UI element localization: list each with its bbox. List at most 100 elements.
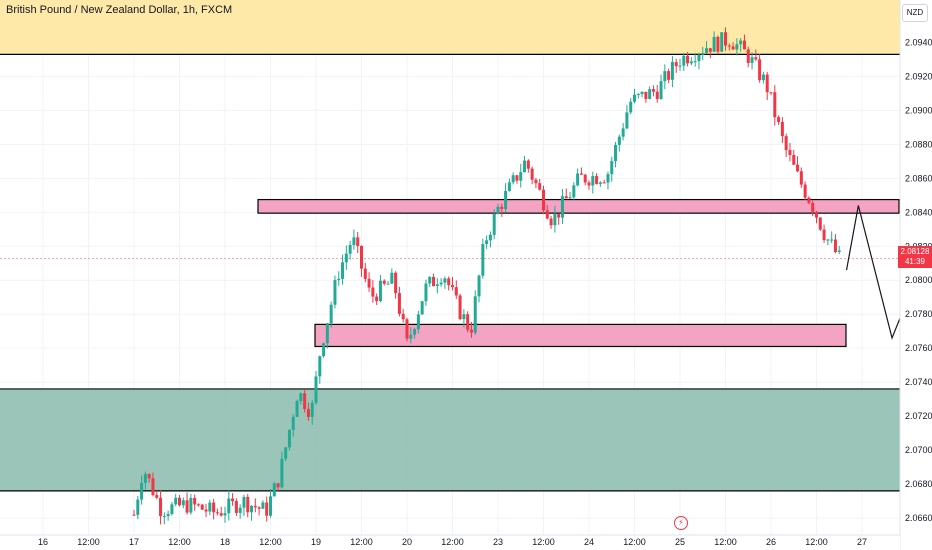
candle-body xyxy=(633,94,636,102)
candle-body xyxy=(394,272,398,294)
price-tick-label: 2.07800 xyxy=(905,309,932,319)
price-tick-label: 2.08800 xyxy=(905,139,932,149)
candle-body xyxy=(348,245,352,254)
candle-body xyxy=(765,74,769,93)
candles-layer xyxy=(132,27,841,525)
candle-body xyxy=(291,416,295,430)
candle-body xyxy=(519,172,523,181)
time-axis-bg xyxy=(0,535,900,550)
candle-body xyxy=(360,245,363,269)
candle-body xyxy=(549,218,553,226)
candle-body xyxy=(621,128,625,137)
candle-body xyxy=(424,283,428,302)
time-tick-label: 16 xyxy=(38,537,48,547)
candle-body xyxy=(265,502,269,516)
zone-demand[interactable] xyxy=(0,388,900,491)
candle-body xyxy=(469,329,473,333)
candle-body xyxy=(420,301,424,315)
drawings-layer xyxy=(845,63,932,340)
time-tick-label: 27 xyxy=(857,537,867,547)
lightning-icon[interactable]: ⚡ xyxy=(674,516,688,530)
time-tick-label: 24 xyxy=(584,537,594,547)
candle-body xyxy=(287,429,291,448)
price-tick-label: 2.08600 xyxy=(905,173,932,183)
candle-body xyxy=(576,173,580,186)
candle-body xyxy=(458,295,462,320)
candle-body xyxy=(257,507,261,509)
candle-body xyxy=(318,356,322,377)
candle-body xyxy=(378,280,382,302)
candle-body xyxy=(356,237,360,246)
candle-body xyxy=(416,314,420,330)
candle-body xyxy=(667,71,671,80)
candle-body xyxy=(708,48,712,52)
candle-body xyxy=(670,62,674,80)
candle-body xyxy=(451,285,454,288)
candle-body xyxy=(583,174,587,183)
candle-body xyxy=(196,504,200,506)
candle-body xyxy=(344,253,348,263)
time-tick-label: 12:00 xyxy=(441,537,464,547)
candle-body xyxy=(143,474,147,483)
candle-body xyxy=(140,482,144,500)
time-tick-label: 23 xyxy=(493,537,503,547)
candle-body xyxy=(363,268,367,279)
candle-body xyxy=(655,91,659,100)
candle-body xyxy=(758,59,762,81)
candle-body xyxy=(614,144,618,162)
candle-body xyxy=(439,282,443,285)
candle-body xyxy=(822,229,826,241)
candle-body xyxy=(780,121,784,137)
price-tick-label: 2.07600 xyxy=(905,343,932,353)
time-axis[interactable]: 16 12:00 17 12:00 18 12:00 19 12:00 20 12:00 23 12:… xyxy=(0,534,900,550)
candle-body xyxy=(507,182,511,191)
candle-body xyxy=(178,497,181,506)
candle-body xyxy=(242,496,246,508)
candle-body xyxy=(333,280,337,305)
zone-supply[interactable] xyxy=(0,0,900,55)
price-tick-label: 2.07200 xyxy=(905,411,932,421)
candle-body xyxy=(341,262,345,279)
candle-body xyxy=(310,402,314,417)
candle-body xyxy=(428,277,432,284)
candle-body xyxy=(189,497,193,513)
candle-body xyxy=(132,514,136,516)
candle-body xyxy=(746,49,750,63)
candle-body xyxy=(269,496,272,516)
price-axis[interactable]: 2.09400 2.09200 2.09000 2.08800 2.08600 2.084… xyxy=(899,0,932,550)
candle-body xyxy=(462,314,466,320)
time-tick-label: 12:00 xyxy=(168,537,191,547)
candle-body xyxy=(640,91,644,95)
candle-body xyxy=(553,214,557,226)
candle-body xyxy=(625,112,629,129)
time-tick-label: 19 xyxy=(311,537,321,547)
candle-body xyxy=(674,62,678,67)
candle-body xyxy=(739,40,743,45)
candle-body xyxy=(818,217,822,230)
candle-body xyxy=(754,57,758,60)
candle-body xyxy=(159,497,163,517)
candle-body xyxy=(648,89,652,100)
candle-body xyxy=(788,150,792,155)
time-tick-label: 12:00 xyxy=(714,537,737,547)
candle-body xyxy=(587,182,591,186)
candle-body xyxy=(742,40,746,50)
projection-path[interactable] xyxy=(845,63,932,340)
time-tick-label: 12:00 xyxy=(259,537,282,547)
candle-body xyxy=(686,55,690,64)
price-tick-label: 2.09200 xyxy=(905,71,932,81)
candle-body xyxy=(454,287,458,296)
candle-body xyxy=(682,55,686,66)
candle-body xyxy=(386,283,390,285)
candle-body xyxy=(629,101,633,113)
candle-body xyxy=(352,237,356,246)
candle-body xyxy=(606,174,610,183)
zone-support[interactable] xyxy=(314,323,847,348)
zones-layer xyxy=(0,0,900,492)
candle-body xyxy=(693,61,697,63)
currency-button[interactable]: NZD xyxy=(902,4,928,22)
zone-resistance[interactable] xyxy=(257,198,900,214)
candle-body xyxy=(185,500,189,513)
price-axis-bg xyxy=(900,0,932,550)
